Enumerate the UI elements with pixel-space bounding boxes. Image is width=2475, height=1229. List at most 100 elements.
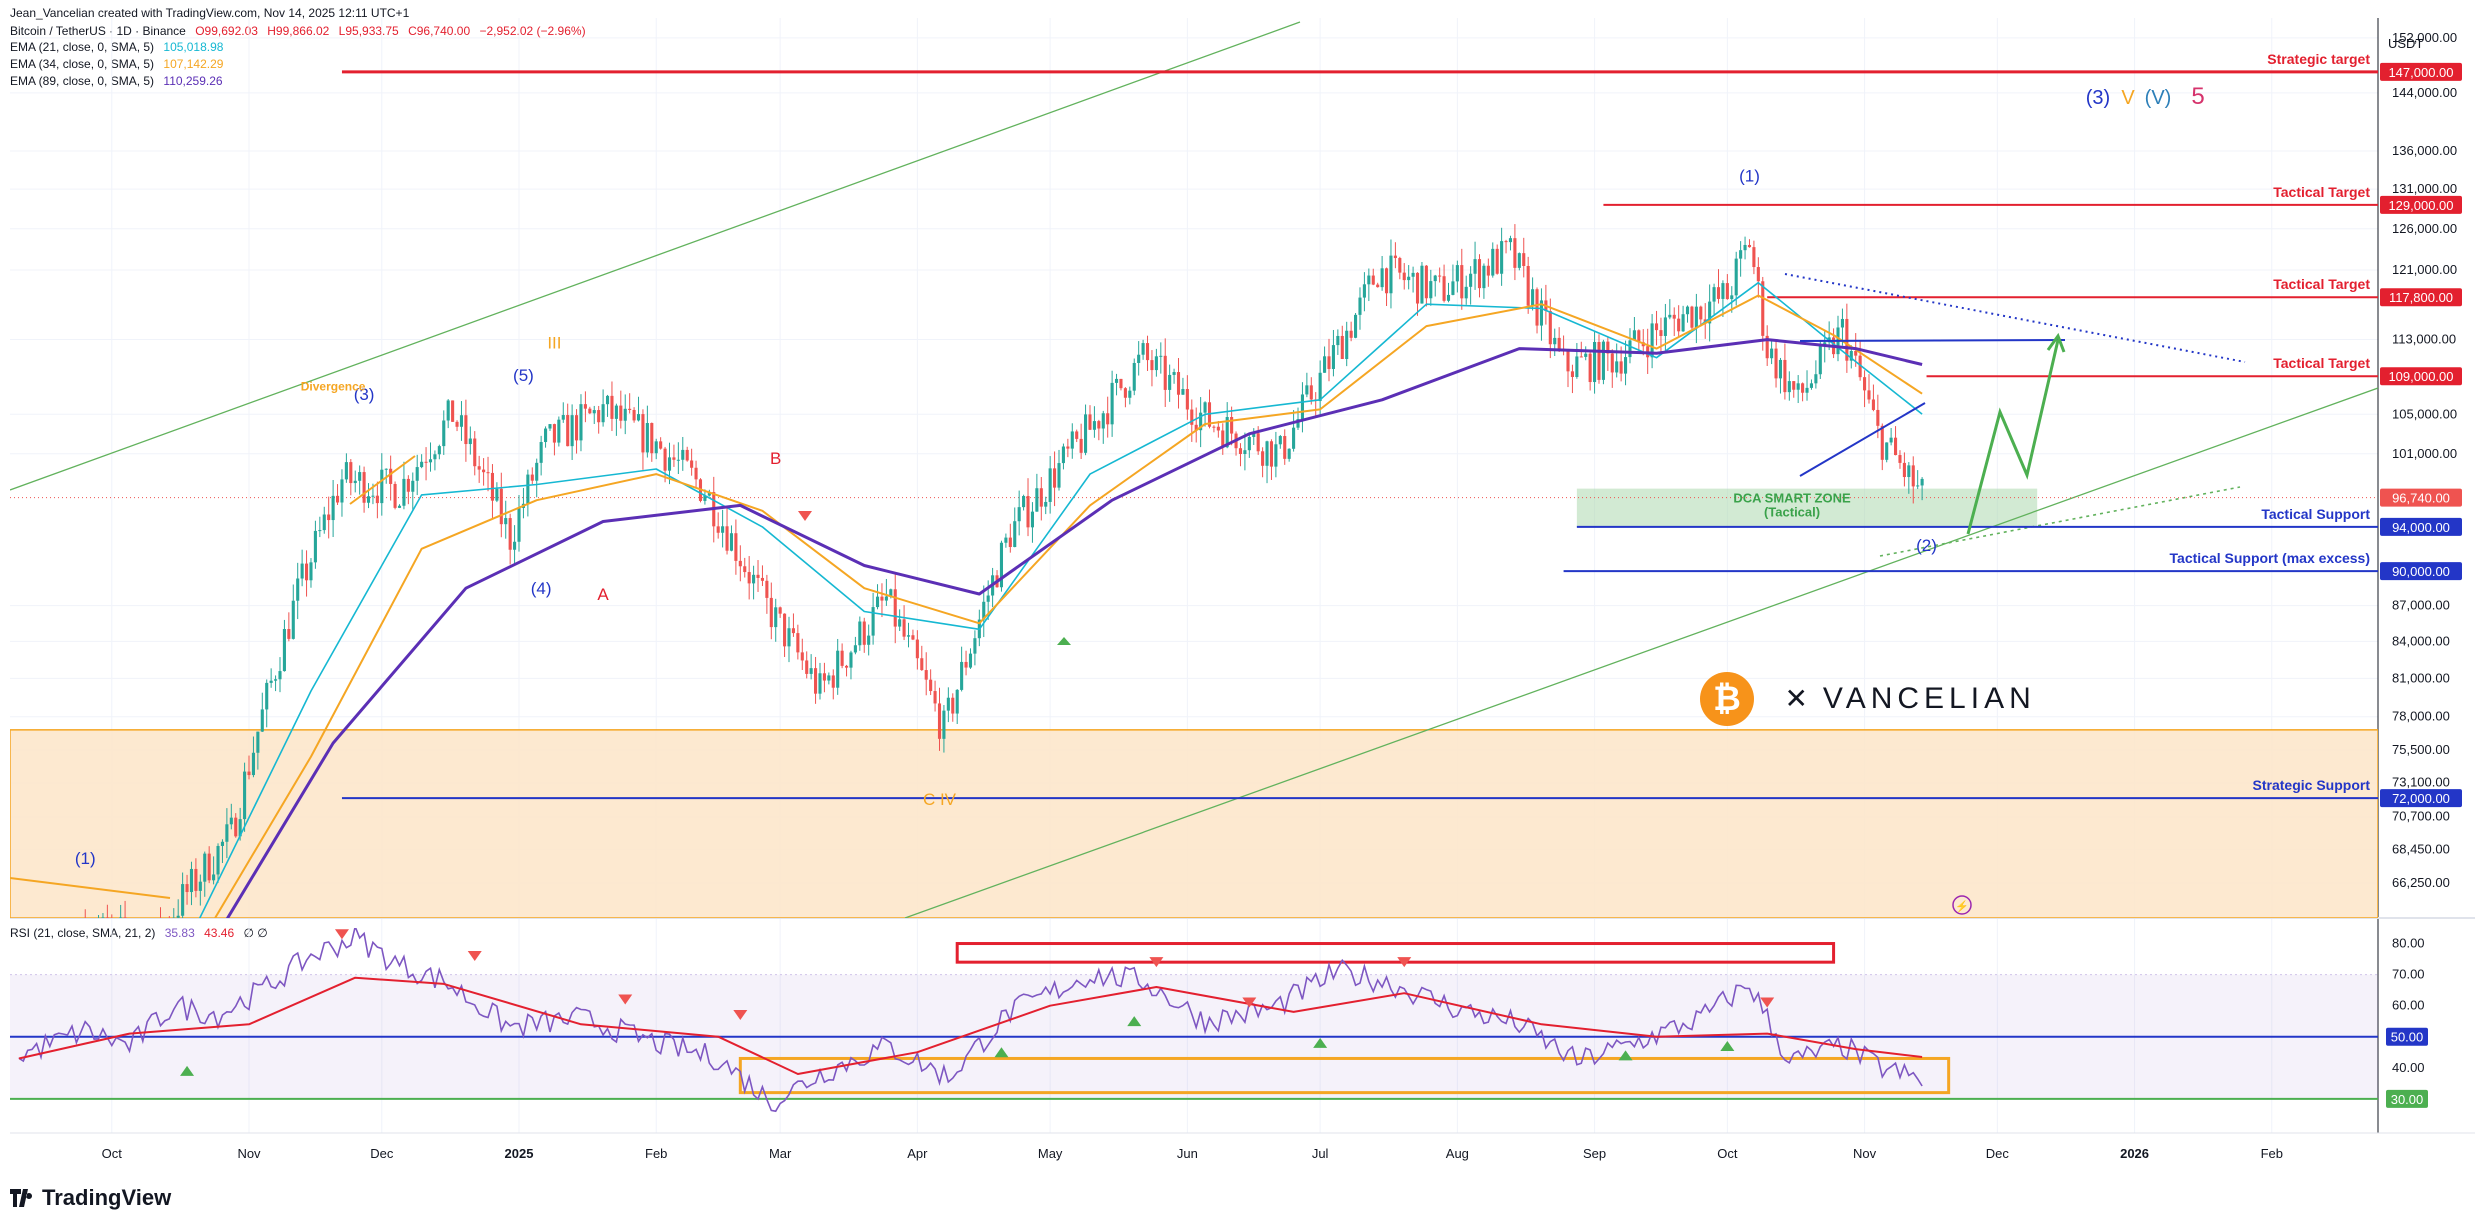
candle-body — [1088, 414, 1092, 430]
tradingview-brand[interactable]: TradingView — [10, 1185, 171, 1211]
candle-body — [1123, 388, 1127, 398]
currency-label[interactable]: USDT — [2388, 36, 2424, 51]
candle-body — [1858, 355, 1862, 378]
divergence-line-early — [10, 877, 171, 899]
candle-body — [159, 919, 162, 936]
candle-body — [1238, 448, 1243, 454]
indicator-ema21[interactable]: EMA (21, close, 0, SMA, 5) 105,018.98 — [10, 40, 229, 54]
ohlc-close: C96,740.00 — [408, 24, 471, 38]
candle-body — [1539, 300, 1544, 326]
sell-signal-icon — [467, 950, 482, 961]
candle-body — [424, 461, 428, 463]
y-tick-label: 75,500.00 — [2392, 742, 2450, 757]
channel-line-upper — [10, 21, 1301, 491]
indicator-ema89[interactable]: EMA (89, close, 0, SMA, 5) 110,259.26 — [10, 74, 229, 88]
candle-body — [446, 400, 450, 421]
candle-body — [1681, 314, 1685, 332]
candle-body — [247, 771, 251, 776]
candle-body — [1508, 238, 1513, 243]
rsi-line — [18, 928, 1923, 1113]
candle-body — [871, 607, 875, 636]
price-tag-text: 129,000.00 — [2388, 198, 2453, 213]
candle-body — [1327, 356, 1331, 369]
candle-body — [1265, 441, 1269, 466]
candle-body — [734, 533, 738, 561]
indicator-ema34[interactable]: EMA (34, close, 0, SMA, 5) 107,142.29 — [10, 57, 229, 71]
candle-body — [1535, 289, 1539, 326]
rsi-level-tag — [2386, 1027, 2428, 1046]
candle-body — [1141, 343, 1145, 355]
candle-body — [1615, 361, 1619, 373]
candle-body — [105, 917, 109, 918]
candle-body — [1885, 442, 1889, 460]
candle-body — [1663, 317, 1667, 336]
candle-body — [721, 526, 725, 533]
candle-body — [1491, 248, 1495, 276]
candle-body — [1243, 450, 1247, 454]
indicator-value: 110,259.26 — [163, 74, 223, 88]
candle-body — [752, 574, 756, 584]
candle-body — [1097, 421, 1101, 429]
candle-body — [1451, 281, 1455, 295]
candle-body — [920, 658, 924, 671]
candle-body — [1008, 537, 1012, 548]
candle-body — [155, 919, 158, 941]
candle-body — [853, 645, 857, 653]
alert-icon: ⚡ — [1955, 900, 1969, 913]
logo-word: VANCELIAN — [1822, 682, 2036, 715]
divergence-line — [349, 455, 416, 505]
candle-body — [1677, 318, 1681, 332]
candle-body — [535, 462, 539, 481]
buy-signal-icon — [994, 1047, 1009, 1058]
indicator-value: 105,018.98 — [163, 40, 224, 54]
candle-body — [818, 673, 822, 694]
candle-body — [1637, 330, 1641, 343]
candle-body — [1438, 275, 1442, 277]
candle-body — [933, 691, 937, 704]
candle-body — [588, 408, 592, 414]
candle-body — [667, 457, 672, 471]
candle-body — [1854, 351, 1858, 356]
candle-body — [389, 468, 393, 484]
candle-body — [1429, 281, 1433, 299]
tradingview-logo-icon — [10, 1189, 33, 1207]
y-tick-label: 105,000.00 — [2392, 406, 2457, 421]
candle-body — [225, 824, 229, 842]
y-tick-label: 81,000.00 — [2392, 670, 2450, 685]
projection-arrow-icon — [2046, 332, 2066, 353]
candle-body — [1902, 462, 1906, 478]
candle-body — [1305, 385, 1309, 395]
candle-body — [172, 917, 176, 918]
candle-body — [1061, 446, 1065, 464]
candle-body — [490, 472, 495, 501]
candle-body — [716, 526, 720, 533]
target-wave-label: 5 — [2191, 83, 2204, 110]
candle-body — [499, 488, 503, 525]
candle-body — [349, 462, 353, 484]
candle-body — [1225, 417, 1229, 448]
candle-body — [924, 670, 928, 680]
candle-body — [756, 574, 760, 578]
price-tag — [2380, 517, 2462, 536]
candle-body — [1517, 253, 1521, 268]
ema-line — [225, 338, 1923, 918]
candle-body — [960, 661, 964, 690]
symbol-title[interactable]: Bitcoin / TetherUS · 1D · Binance — [10, 24, 186, 38]
price-tag-text: 147,000.00 — [2388, 65, 2453, 80]
rsi-box — [738, 1056, 1951, 1095]
candle-body — [203, 853, 207, 882]
rsi-level-tag-text: 30.00 — [2391, 1092, 2424, 1107]
candle-body — [570, 415, 574, 447]
candle-body — [1106, 413, 1110, 425]
candle-body — [1420, 265, 1424, 304]
candle-body — [1849, 351, 1853, 361]
sell-signal-icon — [1149, 957, 1164, 968]
candle-body — [707, 492, 711, 496]
candle-body — [1309, 385, 1313, 400]
candle-body — [1610, 353, 1614, 373]
candle-body — [1553, 337, 1557, 345]
rsi-header[interactable]: RSI (21, close, SMA, 21, 2) 35.83 43.46 … — [10, 926, 274, 940]
candle-body — [986, 595, 990, 602]
candle-body — [844, 665, 849, 668]
